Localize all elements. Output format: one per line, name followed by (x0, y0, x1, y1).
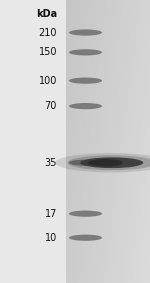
Ellipse shape (69, 211, 102, 217)
Ellipse shape (80, 157, 143, 168)
Text: 150: 150 (39, 47, 57, 57)
Ellipse shape (88, 159, 123, 166)
Text: 100: 100 (39, 76, 57, 86)
Text: 70: 70 (45, 101, 57, 111)
Ellipse shape (69, 78, 102, 84)
Text: 35: 35 (45, 158, 57, 168)
Ellipse shape (69, 103, 102, 109)
Text: 210: 210 (39, 27, 57, 38)
Text: 17: 17 (45, 209, 57, 219)
Text: kDa: kDa (36, 9, 57, 19)
Ellipse shape (69, 49, 102, 55)
Bar (0, 0, 66, 283)
Ellipse shape (69, 160, 102, 166)
Ellipse shape (68, 155, 150, 170)
Ellipse shape (69, 235, 102, 241)
Text: 10: 10 (45, 233, 57, 243)
Ellipse shape (69, 29, 102, 36)
Ellipse shape (55, 153, 150, 172)
